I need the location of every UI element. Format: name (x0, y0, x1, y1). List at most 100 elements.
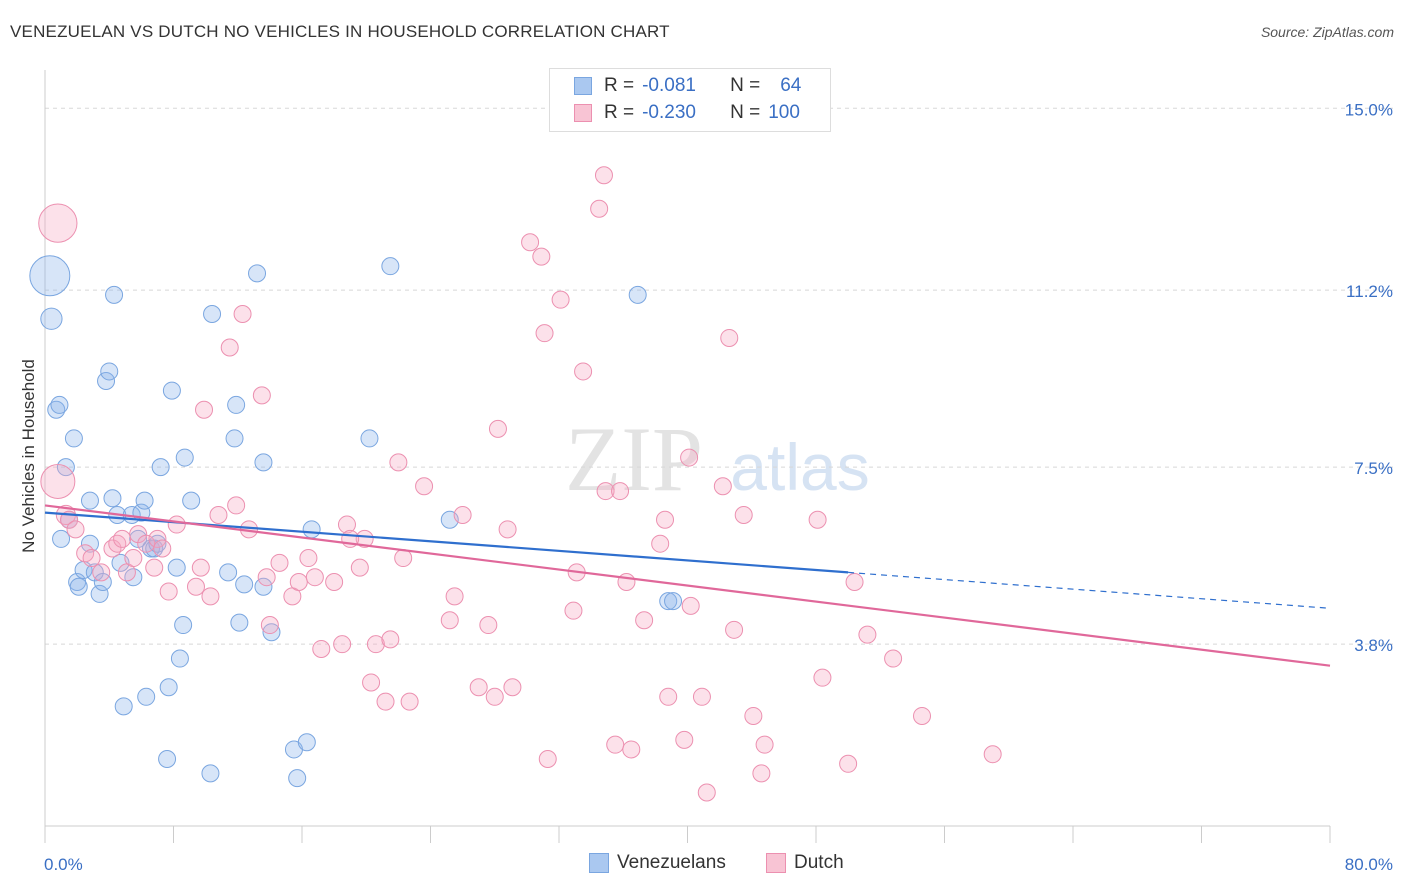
legend-swatch-venezuelans (574, 77, 592, 95)
point-dutch (252, 386, 271, 405)
legend-n-label: N = (730, 102, 761, 123)
point-dutch (913, 706, 932, 725)
point-dutch (381, 630, 400, 649)
point-venezuelans (664, 592, 683, 611)
point-dutch (659, 687, 678, 706)
point-venezuelans (80, 534, 99, 553)
point-dutch (858, 625, 877, 644)
point-venezuelans (137, 687, 156, 706)
point-dutch (362, 673, 381, 692)
point-dutch (92, 563, 111, 582)
point-dutch (220, 338, 239, 357)
x-tick-label: 0.0% (44, 855, 83, 874)
legend-label-dutch: Dutch (794, 852, 844, 873)
y-tick-label: 15.0% (1345, 100, 1393, 119)
point-dutch (440, 611, 459, 630)
legend-row-venezuelans: R = -0.081 N = 64 (574, 74, 801, 98)
point-dutch (209, 505, 228, 524)
point-venezuelans (203, 305, 222, 324)
point-dutch (813, 668, 832, 687)
point-venezuelans (230, 613, 249, 632)
point-venezuelans (288, 769, 307, 788)
point-dutch (191, 558, 210, 577)
point-venezuelans (235, 575, 254, 594)
point-venezuelans (135, 491, 154, 510)
point-dutch (692, 687, 711, 706)
point-dutch (233, 305, 252, 324)
point-dutch (394, 549, 413, 568)
point-dutch (289, 572, 308, 591)
point-venezuelans (302, 520, 321, 539)
point-venezuelans (52, 529, 71, 548)
point-dutch (485, 687, 504, 706)
point-dutch (376, 692, 395, 711)
point-venezuelans (56, 458, 75, 477)
point-dutch (38, 203, 78, 243)
point-dutch (479, 616, 498, 635)
legend-item-venezuelans: Venezuelans (589, 852, 726, 874)
point-dutch (270, 553, 289, 572)
legend-item-dutch: Dutch (766, 852, 844, 874)
point-dutch (538, 750, 557, 769)
point-venezuelans (175, 448, 194, 467)
y-tick-label: 3.8% (1354, 636, 1393, 655)
point-venezuelans (64, 429, 83, 448)
point-dutch (594, 166, 613, 185)
point-venezuelans (254, 453, 273, 472)
y-axis-label: No Vehicles in Household (19, 359, 38, 553)
point-venezuelans (40, 307, 63, 330)
source-label: Source: ZipAtlas.com (1260, 24, 1394, 40)
y-tick-label: 7.5% (1354, 459, 1393, 478)
point-dutch (498, 520, 517, 539)
point-venezuelans (105, 285, 124, 304)
point-dutch (651, 534, 670, 553)
point-dutch (108, 534, 127, 553)
point-dutch (82, 549, 101, 568)
watermark-zip: ZIP (565, 408, 703, 510)
legend-r-value: -0.081 (642, 75, 696, 96)
point-dutch (622, 740, 641, 759)
point-venezuelans (262, 623, 281, 642)
point-venezuelans (248, 264, 267, 283)
point-venezuelans (47, 400, 66, 419)
point-venezuelans (297, 733, 316, 752)
point-venezuelans (225, 429, 244, 448)
legend-label-venezuelans: Venezuelans (617, 852, 726, 873)
point-dutch (337, 515, 356, 534)
point-dutch (590, 199, 609, 218)
trend-lines (44, 504, 1331, 667)
point-dutch (551, 290, 570, 309)
point-dutch (808, 510, 827, 529)
point-venezuelans (219, 563, 238, 582)
point-dutch (355, 529, 374, 548)
legend-swatch-venezuelans (589, 853, 609, 873)
tick-labels: 3.8% 7.5% 11.2% 15.0% 0.0% 80.0% (44, 100, 1393, 874)
point-dutch (113, 529, 132, 548)
point-dutch (145, 558, 164, 577)
point-dutch (755, 735, 774, 754)
point-dutch (159, 582, 178, 601)
point-dutch (445, 587, 464, 606)
point-dutch (564, 601, 583, 620)
point-dutch (680, 448, 699, 467)
point-dutch (611, 482, 630, 501)
legend-swatch-dutch (766, 853, 786, 873)
point-venezuelans (151, 458, 170, 477)
point-dutch (488, 419, 507, 438)
point-dutch (839, 754, 858, 773)
point-dutch (66, 520, 85, 539)
point-dutch (167, 515, 186, 534)
point-dutch (227, 496, 246, 515)
point-dutch (521, 233, 540, 252)
point-dutch (201, 587, 220, 606)
point-venezuelans (201, 764, 220, 783)
point-venezuelans (254, 577, 273, 596)
point-venezuelans (659, 592, 678, 611)
point-venezuelans (158, 750, 177, 769)
point-dutch (617, 572, 636, 591)
point-dutch (713, 477, 732, 496)
point-venezuelans (100, 362, 119, 381)
point-dutch (350, 558, 369, 577)
point-dutch (260, 616, 279, 635)
point-venezuelans (170, 649, 189, 668)
